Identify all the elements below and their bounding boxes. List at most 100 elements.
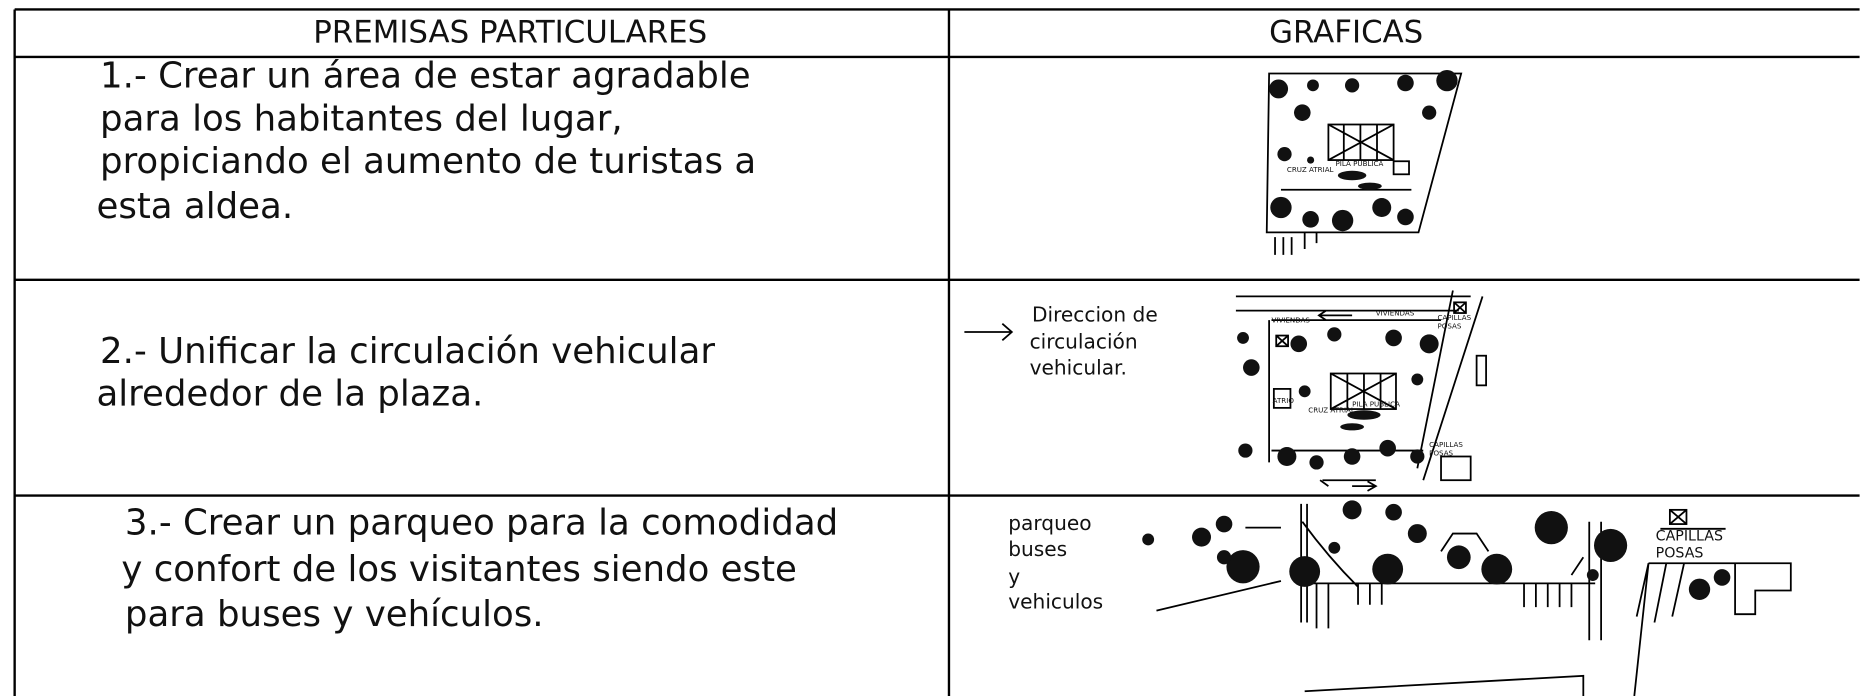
- drawing-circle: [1238, 443, 1253, 458]
- drawing-g: [1237, 327, 1439, 470]
- graphic-label: ATRIO: [1273, 396, 1295, 405]
- drawing-polygon: [1265, 72, 1463, 234]
- drawing-circle: [1593, 528, 1628, 563]
- drawing-circle: [1688, 578, 1711, 600]
- drawing-circle: [1410, 449, 1425, 464]
- drawing-circle: [1307, 156, 1315, 164]
- drawing-circle: [1379, 439, 1396, 457]
- drawing-ellipse: [1340, 423, 1364, 431]
- drawing-circle: [1436, 69, 1458, 92]
- drawing-circle: [1237, 331, 1249, 344]
- premise-text: para los habitantes del lugar,: [100, 98, 623, 139]
- graphic-label: CAPILLAS: [1429, 440, 1463, 449]
- drawing-circle: [1344, 78, 1360, 93]
- drawing-path: [1453, 301, 1467, 314]
- graphic-label: POSAS: [1437, 321, 1461, 330]
- drawing-path: [1327, 123, 1395, 161]
- drawing-ellipse: [1358, 182, 1382, 190]
- graphic-label: buses: [1008, 537, 1067, 561]
- drawing-rect: [1453, 301, 1467, 314]
- drawing-circle: [1307, 79, 1319, 92]
- graphic-label: PILA PUBLICA: [1352, 400, 1400, 409]
- table-grid: [13, 8, 1860, 696]
- drawing-circle: [1385, 329, 1402, 347]
- drawing-path: [1660, 509, 1726, 530]
- drawing-circle: [1142, 533, 1155, 546]
- drawing-circle: [1446, 545, 1471, 570]
- drawing-circle: [1331, 209, 1354, 232]
- drawing-circle: [1397, 74, 1414, 92]
- premise-text: y confort de los visitantes siendo este: [121, 549, 797, 590]
- drawing-rect: [1272, 388, 1292, 409]
- drawing-circle: [1327, 327, 1342, 342]
- drawing-circle: [1385, 503, 1402, 521]
- drawing-circle: [1422, 105, 1437, 120]
- site-plan-1: PILA PUBLICA CRUZ ATRIAL: [1265, 69, 1463, 255]
- drawing-circle: [1309, 455, 1324, 470]
- drawing-circle: [1192, 527, 1212, 547]
- drawing-circle: [1277, 447, 1297, 466]
- graphic-label: vehicular.: [1030, 356, 1127, 380]
- drawing-circle: [1215, 515, 1233, 533]
- graphic-label: CRUZ ATRIAL: [1287, 165, 1334, 174]
- drawing-circle: [1713, 569, 1731, 586]
- drawing-circle: [1302, 211, 1319, 228]
- drawing-ellipse: [1337, 170, 1367, 181]
- graphic-label: VIVIENDAS: [1271, 316, 1310, 325]
- drawing-path: [964, 323, 1014, 341]
- graphic-label: VIVIENDAS: [1376, 308, 1415, 317]
- premise-text: para buses y vehículos.: [125, 594, 544, 635]
- drawing-rect: [1392, 160, 1410, 176]
- drawing-circle: [1216, 550, 1232, 565]
- drawing-circle: [1586, 569, 1599, 581]
- drawing-circle: [1419, 334, 1439, 354]
- premise-text: 3.- Crear un parqueo para la comodidad: [125, 503, 838, 544]
- drawing-rect: [1668, 508, 1688, 525]
- graphic-label: Direccion de: [1032, 302, 1158, 326]
- drawing-path: [1275, 334, 1289, 347]
- drawing-circle: [1397, 208, 1414, 226]
- graphic-label: vehiculos: [1008, 589, 1103, 613]
- drawing-rect: [1275, 334, 1289, 348]
- header: PREMISAS PARTICULARES: [313, 15, 707, 51]
- drawing-circle: [1342, 500, 1362, 520]
- drawing-path: [1304, 562, 1792, 696]
- drawing-rect: [1440, 455, 1472, 482]
- drawing-ellipse: [1347, 410, 1381, 420]
- drawing-circle: [1328, 541, 1341, 554]
- graphic-label: circulación: [1030, 330, 1138, 354]
- drawing-circle: [1269, 79, 1289, 99]
- drawing-g: [1269, 69, 1458, 232]
- graphic-label: parqueo: [1008, 511, 1091, 535]
- drawing-circle: [1534, 511, 1568, 545]
- drawing-circle: [1243, 359, 1260, 376]
- premise-text: 1.- Crear un área de estar agradable: [100, 56, 751, 97]
- drawing-circle: [1277, 147, 1292, 162]
- graphic-label: PILA PUBLICA: [1336, 159, 1384, 168]
- drawing-circle: [1290, 335, 1308, 353]
- graphic-label: CAPILLAS: [1656, 529, 1723, 545]
- drawing-circle: [1226, 550, 1260, 584]
- premise-text: esta aldea.: [96, 186, 293, 227]
- drawing-path: [1274, 188, 1412, 255]
- graphic-label: CAPILLAS: [1437, 313, 1471, 322]
- premise-text: alrededor de la plaza.: [96, 374, 483, 415]
- drawing-circle: [1289, 556, 1321, 587]
- drawing-circle: [1407, 524, 1427, 544]
- circulation-plan: Direccion de circulación vehicular. VIVI…: [964, 290, 1487, 492]
- graphic-label: POSAS: [1656, 545, 1704, 561]
- premise-text: 2.- Unificar la circulación vehicular: [100, 331, 715, 372]
- drawing-path: [1330, 372, 1397, 410]
- drawing-circle: [1270, 196, 1292, 219]
- drawing-circle: [1372, 553, 1404, 585]
- drawing-g: [1142, 500, 1731, 600]
- graphic-label: CRUZ ATRIAL: [1308, 406, 1355, 415]
- drawing-rect: [1475, 354, 1487, 387]
- drawing-circle: [1343, 448, 1361, 465]
- drawing-circle: [1372, 198, 1392, 217]
- graphic-label: y: [1008, 564, 1020, 588]
- header: GRAFICAS: [1269, 15, 1423, 51]
- drawing-circle: [1481, 553, 1513, 585]
